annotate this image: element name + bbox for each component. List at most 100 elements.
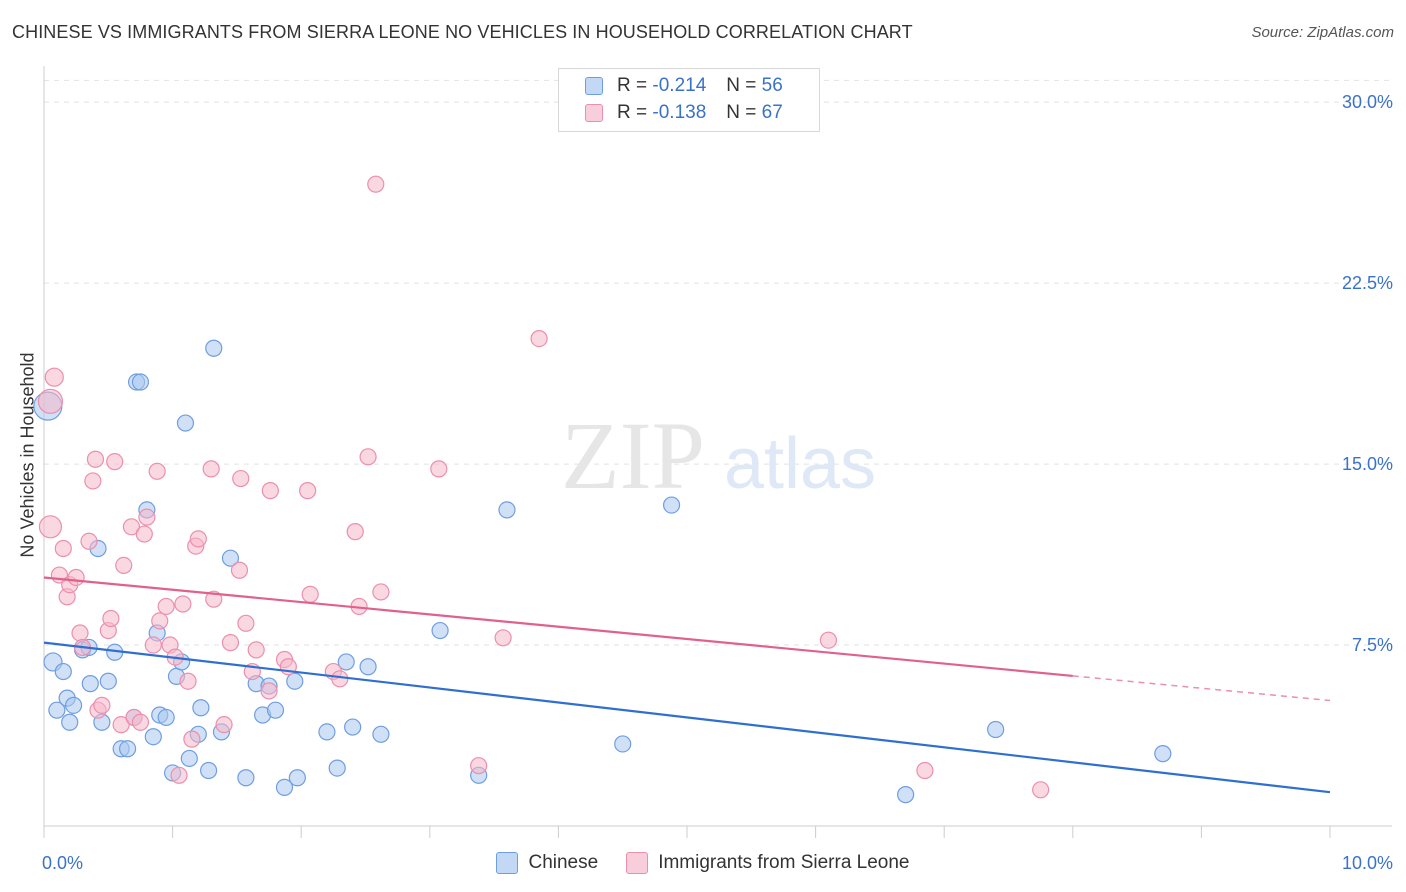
grid-lines xyxy=(44,79,1392,646)
point-sierra-leone xyxy=(232,469,250,488)
point-chinese xyxy=(48,701,66,719)
legend-row-sierra-leone: R = -0.138 N = 67 xyxy=(585,100,783,126)
point-chinese xyxy=(192,699,210,717)
x-tick-label: 10.0% xyxy=(1342,853,1393,873)
trend-line-extension xyxy=(1072,675,1331,702)
legend-swatch-blue xyxy=(496,852,519,874)
legend-item-sierra-leone: Immigrants from Sierra Leone xyxy=(626,852,910,874)
legend-r-label: R = xyxy=(617,102,648,123)
legend-r-label: R = xyxy=(617,75,648,96)
point-chinese xyxy=(372,725,390,743)
point-chinese xyxy=(237,769,255,787)
point-sierra-leone xyxy=(44,367,64,387)
data-points xyxy=(33,175,1172,804)
point-sierra-leone xyxy=(131,713,150,731)
point-sierra-leone xyxy=(93,696,111,714)
point-chinese xyxy=(286,672,304,690)
point-sierra-leone xyxy=(179,672,197,690)
point-chinese xyxy=(275,778,294,796)
source-note: Source: ZipAtlas.com xyxy=(1251,24,1394,41)
point-sierra-leone xyxy=(106,453,124,471)
point-chinese xyxy=(337,653,355,671)
point-chinese xyxy=(61,713,79,731)
x-tick-label: 0.0% xyxy=(42,853,83,873)
point-sierra-leone xyxy=(71,624,89,642)
point-chinese xyxy=(64,696,83,714)
point-sierra-leone xyxy=(470,757,488,775)
point-sierra-leone xyxy=(372,583,390,601)
point-sierra-leone xyxy=(138,508,156,526)
point-chinese xyxy=(359,658,377,676)
legend-swatch-pink xyxy=(626,852,649,874)
point-chinese xyxy=(205,339,223,357)
point-sierra-leone xyxy=(215,716,233,734)
point-sierra-leone xyxy=(202,460,220,478)
point-sierra-leone xyxy=(157,597,175,616)
trend-line-chinese xyxy=(43,641,1331,794)
point-sierra-leone xyxy=(115,556,133,575)
point-chinese xyxy=(614,735,632,753)
point-chinese xyxy=(81,675,99,693)
point-chinese xyxy=(498,501,516,519)
point-chinese xyxy=(266,701,285,719)
point-sierra-leone xyxy=(359,448,377,466)
point-sierra-leone xyxy=(430,460,448,478)
point-chinese xyxy=(157,708,175,727)
point-sierra-leone xyxy=(301,585,319,603)
watermark-zip: ZIP xyxy=(561,402,705,509)
point-sierra-leone xyxy=(170,766,188,784)
point-sierra-leone xyxy=(367,175,385,193)
legend-label-sierra-leone: Immigrants from Sierra Leone xyxy=(658,852,910,873)
point-chinese xyxy=(99,672,117,690)
point-sierra-leone xyxy=(84,472,102,490)
point-chinese xyxy=(54,662,72,681)
point-sierra-leone xyxy=(38,515,63,539)
point-chinese xyxy=(344,718,362,736)
watermark-atlas: atlas xyxy=(724,424,876,504)
point-sierra-leone xyxy=(261,482,279,500)
point-sierra-leone xyxy=(37,388,64,414)
point-chinese xyxy=(318,723,336,741)
point-sierra-leone xyxy=(237,614,255,632)
point-sierra-leone xyxy=(183,730,201,748)
point-chinese xyxy=(897,786,915,804)
point-chinese xyxy=(144,728,162,746)
correlation-legend: R = -0.214 N = 56 R = -0.138 N = 67 xyxy=(558,68,820,132)
point-sierra-leone xyxy=(174,595,192,613)
point-sierra-leone xyxy=(135,525,153,543)
point-sierra-leone xyxy=(230,561,249,579)
legend-swatch-pink xyxy=(585,104,603,122)
point-sierra-leone xyxy=(151,612,169,630)
point-chinese xyxy=(662,496,681,514)
legend-r-value: -0.138 xyxy=(652,102,707,123)
trend-line-sierra-leone xyxy=(43,576,1073,678)
point-chinese xyxy=(328,759,346,777)
point-sierra-leone xyxy=(1032,781,1050,799)
legend-swatch-blue xyxy=(585,77,603,95)
point-sierra-leone xyxy=(122,518,141,536)
point-sierra-leone xyxy=(331,670,349,688)
y-tick-label: 7.5% xyxy=(1352,635,1393,655)
point-sierra-leone xyxy=(346,523,364,541)
point-sierra-leone xyxy=(299,482,317,500)
point-sierra-leone xyxy=(819,631,838,649)
point-chinese xyxy=(118,740,137,758)
point-sierra-leone xyxy=(247,641,265,659)
legend-n-label: N = xyxy=(726,75,757,96)
point-chinese xyxy=(176,414,195,432)
legend-row-chinese: R = -0.214 N = 56 xyxy=(585,73,783,99)
point-chinese xyxy=(987,720,1005,739)
legend-r-value: -0.214 xyxy=(652,75,707,96)
point-sierra-leone xyxy=(189,530,207,548)
point-chinese xyxy=(288,769,306,787)
point-chinese xyxy=(200,761,218,780)
point-chinese xyxy=(1154,745,1172,763)
trend-lines xyxy=(43,576,1331,794)
point-sierra-leone xyxy=(916,761,934,780)
point-sierra-leone xyxy=(67,568,85,587)
point-sierra-leone xyxy=(102,609,120,628)
legend-label-chinese: Chinese xyxy=(528,852,599,873)
y-tick-label: 15.0% xyxy=(1342,454,1393,474)
point-chinese xyxy=(180,749,198,768)
